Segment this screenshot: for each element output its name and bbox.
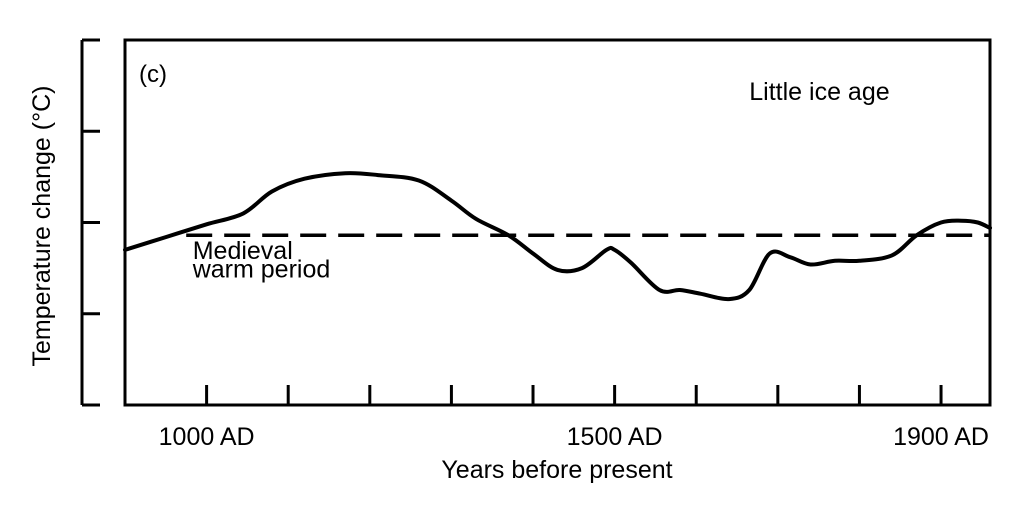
x-tick-label: 1000 AD: [159, 423, 255, 451]
x-ticks: [205, 385, 943, 405]
annotation-label: warm period: [192, 255, 331, 283]
x-tick-labels: 1000 AD 1500 AD 1900 AD: [159, 423, 989, 451]
y-axis: [80, 38, 100, 407]
x-tick-label: 1900 AD: [893, 423, 989, 451]
annotation-label: Medieval: [193, 237, 293, 265]
x-tick-label: 1500 AD: [567, 423, 663, 451]
panel-label: (c): [139, 61, 167, 88]
plot-frame: [123, 38, 992, 407]
x-axis-label: Years before present: [441, 456, 672, 484]
annotation-label: Little ice age: [749, 78, 889, 106]
y-axis-label: Temperature change (°C): [28, 86, 56, 367]
temperature-series-line: [123, 171, 992, 302]
